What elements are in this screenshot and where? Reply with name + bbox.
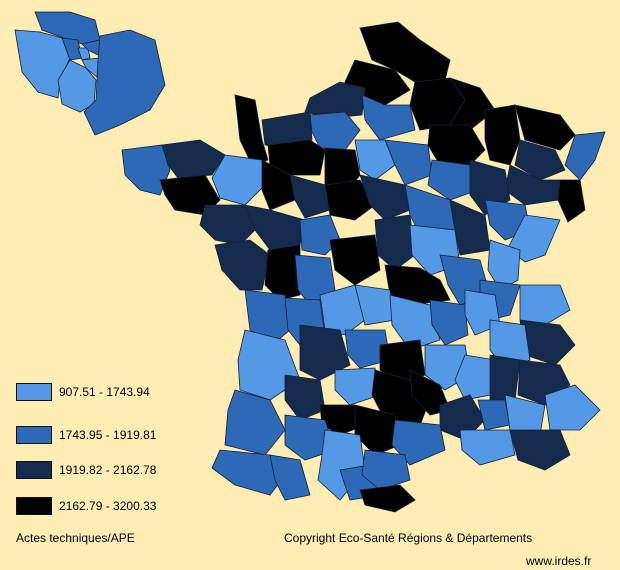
website-link[interactable]: www.irdes.fr [526, 554, 592, 568]
dept-charente-maritime[interactable] [244, 289, 291, 346]
dept-bouches-rhone[interactable] [459, 429, 516, 466]
legend-label-3: 1919.82 - 2162.78 [59, 463, 157, 477]
legend-swatch-1 [16, 383, 52, 401]
dept-seine-et-marne-main[interactable] [384, 139, 433, 186]
dept-loiret[interactable] [359, 174, 411, 221]
dept-loire[interactable] [429, 299, 469, 346]
dept-cher[interactable] [329, 234, 381, 286]
dept-aube[interactable] [427, 159, 479, 201]
dept-haute-savoie[interactable] [519, 284, 571, 326]
dept-manche[interactable] [234, 94, 269, 166]
dept-oise[interactable] [361, 94, 416, 141]
dept-essonne[interactable] [57, 59, 97, 113]
indicator-label: Actes techniques/APE [16, 531, 135, 545]
dept-tarn[interactable] [354, 404, 401, 456]
dept-loir-cher[interactable] [324, 179, 376, 221]
dept-haute-vienne[interactable] [319, 284, 366, 336]
dept-deux-sevres[interactable] [264, 244, 301, 301]
legend-item-3: 1919.82 - 2162.78 [16, 460, 156, 480]
legend-label-4: 2162.79 - 3200.33 [59, 499, 157, 513]
dept-cotes-armor[interactable] [161, 139, 226, 179]
dept-marne[interactable] [427, 124, 486, 166]
legend-item-2: 1743.95 - 1919.81 [16, 425, 156, 445]
dept-herault[interactable] [391, 419, 446, 466]
dept-loire-atlantique[interactable] [199, 204, 256, 246]
dept-correze[interactable] [344, 329, 391, 369]
dept-lot-garonne[interactable] [284, 374, 326, 421]
dept-paris-east[interactable] [354, 139, 396, 181]
copyright-text: Copyright Eco-Santé Régions & Départemen… [284, 531, 533, 545]
dept-doubs[interactable] [507, 214, 561, 263]
dept-landes[interactable] [224, 389, 286, 456]
legend-item-1: 907.51 - 1743.94 [16, 382, 150, 402]
dept-meurthe-moselle[interactable] [514, 139, 566, 181]
idf-inset [14, 11, 166, 136]
dept-mayenne[interactable] [261, 159, 296, 211]
dept-vaucluse[interactable] [477, 399, 511, 431]
dept-moselle[interactable] [514, 104, 576, 151]
dept-var[interactable] [509, 429, 571, 471]
legend-swatch-3 [16, 461, 52, 479]
dept-pyrenees-orientales[interactable] [359, 484, 416, 513]
dept-aude[interactable] [361, 449, 411, 491]
legend-swatch-2 [16, 426, 52, 444]
dept-cote-or[interactable] [449, 199, 491, 256]
legend-swatch-4 [16, 497, 52, 515]
legend-item-4: 2162.79 - 3200.33 [16, 496, 156, 516]
dept-vendee[interactable] [214, 239, 271, 291]
dept-sarthe[interactable] [289, 174, 331, 219]
dept-nievre[interactable] [374, 214, 416, 271]
dept-seine-maritime[interactable] [304, 81, 366, 119]
dept-eure[interactable] [309, 111, 361, 151]
france-departments [121, 21, 606, 513]
dept-lot[interactable] [334, 367, 381, 406]
dept-bas-rhin[interactable] [564, 131, 606, 181]
dept-haut-rhin[interactable] [557, 179, 586, 223]
legend-label-2: 1743.95 - 1919.81 [59, 428, 157, 442]
dept-meuse[interactable] [484, 104, 521, 166]
dept-paris[interactable] [77, 47, 91, 61]
dept-hautes-pyrenees[interactable] [269, 454, 311, 501]
dept-seine-et-marne[interactable] [83, 29, 166, 136]
dept-alpes-maritimes[interactable] [544, 384, 601, 431]
legend-label-1: 907.51 - 1743.94 [59, 385, 150, 399]
